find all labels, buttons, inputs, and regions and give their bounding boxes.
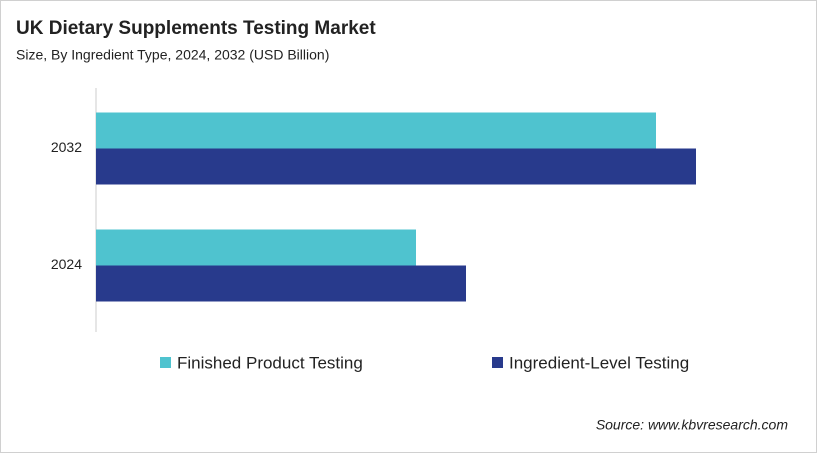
legend-swatch	[492, 357, 503, 368]
y-tick-label: 2032	[51, 139, 82, 155]
bar	[96, 112, 656, 149]
bar	[96, 148, 696, 185]
bar	[96, 265, 466, 302]
bar	[96, 229, 416, 266]
legend-label: Ingredient-Level Testing	[509, 353, 689, 372]
y-tick-label: 2024	[51, 256, 82, 272]
chart-subtitle: Size, By Ingredient Type, 2024, 2032 (US…	[16, 47, 329, 63]
legend-label: Finished Product Testing	[177, 353, 363, 372]
chart-title: UK Dietary Supplements Testing Market	[16, 18, 376, 39]
legend-swatch	[160, 357, 171, 368]
source: Source: www.kbvresearch.com	[596, 417, 789, 433]
